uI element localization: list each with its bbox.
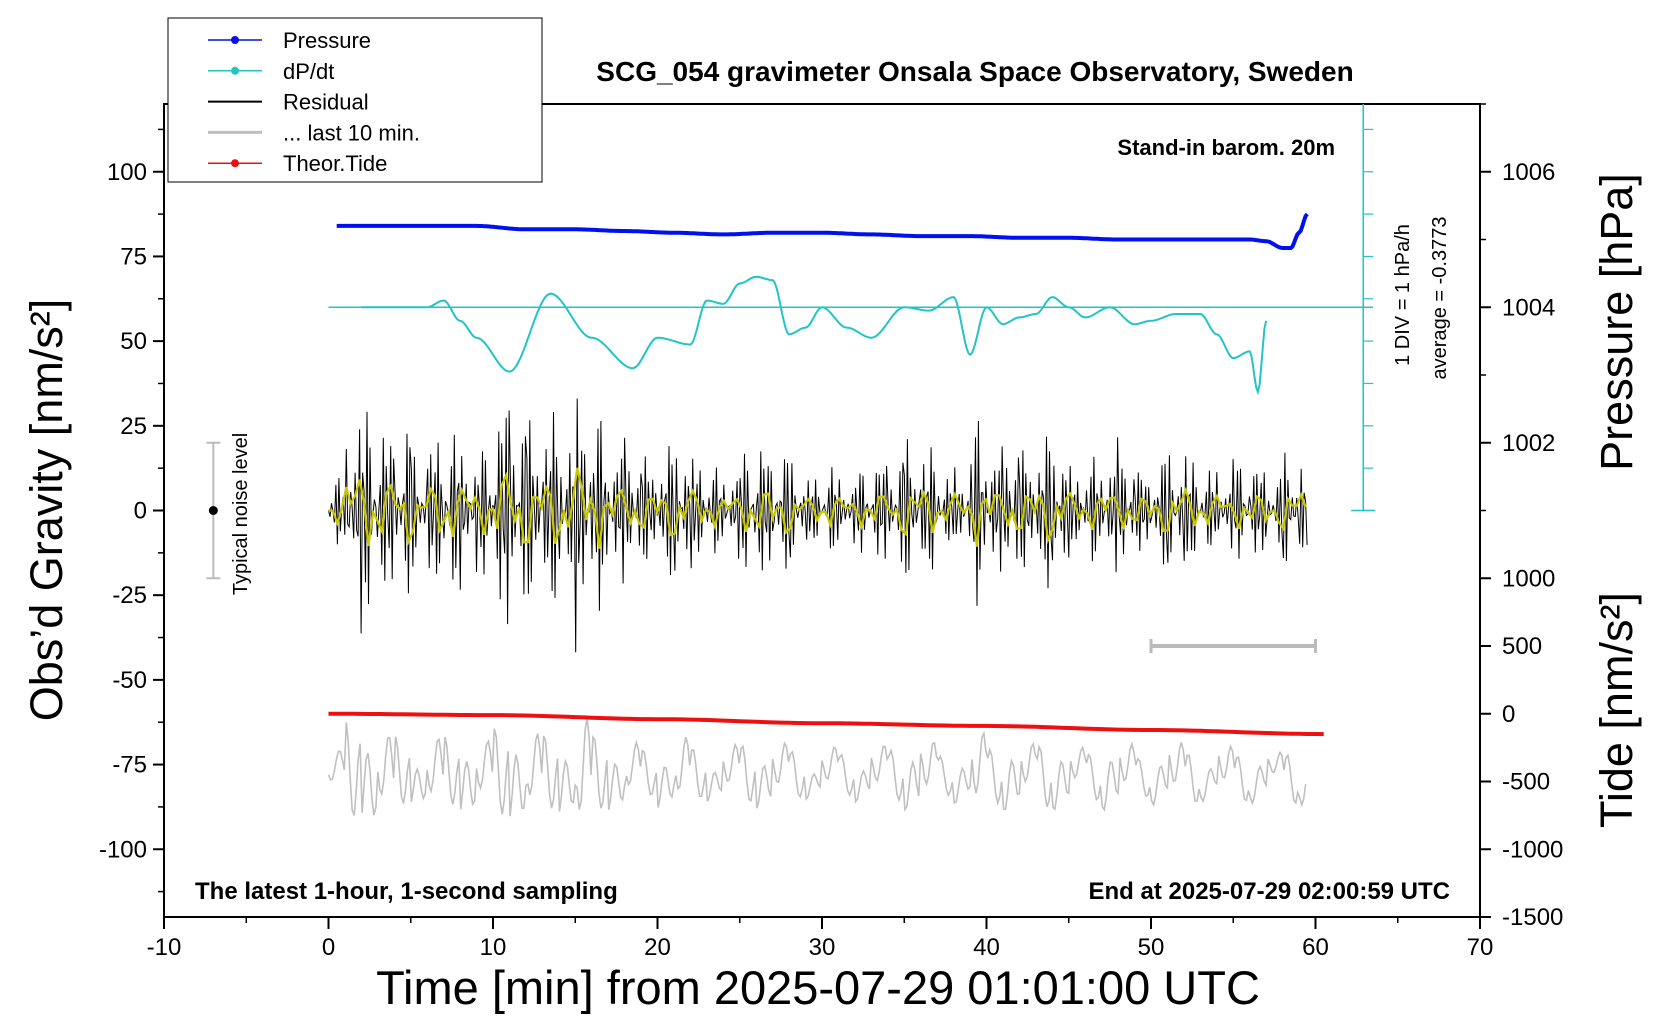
series-residual-line: [329, 399, 1308, 653]
div-annotation: 1 DIV = 1 hPa/h: [1392, 224, 1414, 366]
x-axis-label: Time [min] from 2025-07-29 01:01:00 UTC: [376, 961, 1260, 1014]
end-annotation: End at 2025-07-29 02:00:59 UTC: [1089, 878, 1451, 905]
y-tick-label: -25: [112, 582, 147, 609]
chart-title: SCG_054 gravimeter Onsala Space Observat…: [596, 56, 1353, 87]
legend-swatch-dot: [231, 159, 239, 167]
legend-label: ... last 10 min.: [283, 120, 420, 145]
y-axis-label-pressure: Pressure [hPa]: [1591, 173, 1642, 471]
noise-dot: [209, 506, 218, 515]
legend: Pressure dP/dt Residual ... last 10 min. The…: [168, 18, 542, 182]
tide-tick-label: -500: [1502, 769, 1550, 796]
y-axis-label-left: Obs’d Gravity [nm/s²]: [21, 299, 72, 722]
x-tick-label: 0: [322, 934, 335, 961]
pressure-tick-label: 1006: [1502, 159, 1555, 186]
pressure-tick-label: 1004: [1502, 294, 1555, 321]
pressure-tick-label: 1002: [1502, 430, 1555, 457]
x-tick-label: 70: [1467, 934, 1494, 961]
legend-label: dP/dt: [283, 59, 334, 84]
y-tick-label: -75: [112, 752, 147, 779]
legend-label: Theor.Tide: [283, 151, 387, 176]
series-tide-line: [329, 714, 1324, 734]
series-layer: [328, 214, 1323, 816]
tide-tick-label: -1000: [1502, 836, 1563, 863]
y-tick-label: 50: [120, 328, 147, 355]
legend-swatch-dot: [231, 67, 239, 75]
y-tick-label: 0: [134, 498, 147, 525]
y-tick-label: 100: [107, 159, 147, 186]
x-tick-label: 40: [973, 934, 1000, 961]
x-tick-label: 20: [644, 934, 671, 961]
y-axis-label-tide: Tide [nm/s²]: [1591, 592, 1642, 828]
y-tick-label: -100: [99, 836, 147, 863]
barometer-annotation: Stand-in barom. 20m: [1117, 135, 1335, 160]
tide-tick-label: -1500: [1502, 904, 1563, 931]
y-tick-label: -50: [112, 667, 147, 694]
x-tick-label: -10: [147, 934, 182, 961]
x-tick-label: 10: [480, 934, 507, 961]
tide-tick-label: 0: [1502, 701, 1515, 728]
average-annotation: average = -0.3773: [1429, 217, 1451, 380]
series-last-10-min-line: [329, 718, 1306, 817]
latest-annotation: The latest 1-hour, 1-second sampling: [195, 878, 618, 905]
y-tick-label: 25: [120, 413, 147, 440]
series-dpdt-line: [361, 277, 1266, 392]
x-tick-label: 60: [1302, 934, 1329, 961]
x-tick-label: 50: [1138, 934, 1165, 961]
tide-tick-label: 1000: [1502, 565, 1555, 592]
legend-label: Residual: [283, 90, 369, 115]
tide-tick-label: 500: [1502, 633, 1542, 660]
series-pressure-line: [337, 214, 1308, 248]
x-tick-label: 30: [809, 934, 836, 961]
legend-label: Pressure: [283, 28, 371, 53]
noise-annotation: Typical noise level: [230, 433, 252, 595]
y-tick-label: 75: [120, 243, 147, 270]
legend-swatch-dot: [231, 36, 239, 44]
